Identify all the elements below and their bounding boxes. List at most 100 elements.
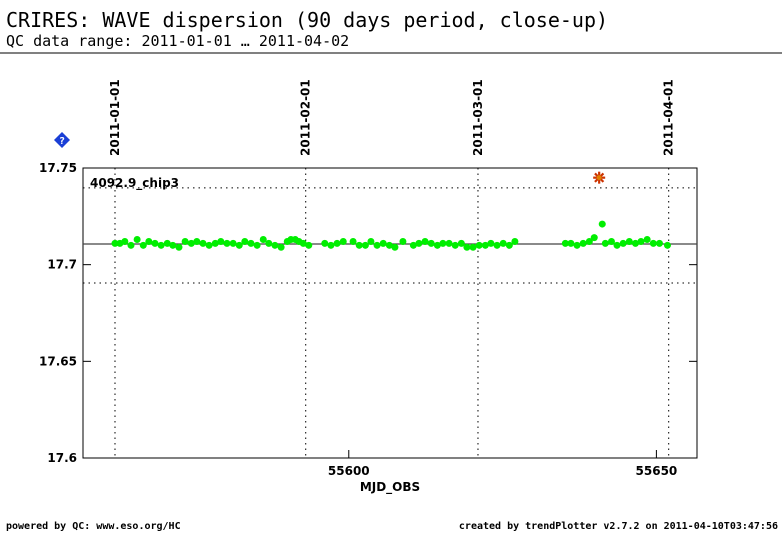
date-tick-label: 2011-02-01 — [299, 79, 313, 156]
point — [181, 237, 189, 245]
point — [259, 236, 267, 244]
y-tick-label: 17.75 — [39, 161, 77, 175]
help-mark[interactable]: ? — [59, 136, 65, 147]
date-tick-label: 2011-03-01 — [471, 79, 485, 156]
point — [253, 241, 261, 249]
point — [211, 239, 219, 247]
point — [139, 241, 147, 249]
point — [585, 237, 593, 245]
x-tick-label: 55650 — [636, 464, 678, 478]
point — [299, 239, 307, 247]
point — [111, 239, 119, 247]
outlier-point — [593, 171, 606, 184]
point — [133, 236, 141, 244]
point — [151, 239, 159, 247]
point — [505, 241, 513, 249]
point — [511, 237, 519, 245]
point — [367, 237, 375, 245]
point — [271, 241, 279, 249]
date-tick-label: 2011-04-01 — [662, 79, 676, 156]
point — [421, 237, 429, 245]
point — [567, 239, 575, 247]
x-tick-label: 55600 — [328, 464, 370, 478]
point — [223, 239, 231, 247]
point — [643, 236, 651, 244]
point — [305, 241, 313, 249]
point — [169, 241, 177, 249]
footer-right: created by trendPlotter v2.7.2 on 2011-0… — [459, 521, 778, 532]
point — [631, 239, 639, 247]
point — [277, 243, 285, 251]
point — [607, 237, 615, 245]
point — [157, 241, 165, 249]
point — [229, 239, 237, 247]
point — [451, 241, 459, 249]
point — [199, 239, 207, 247]
point — [601, 239, 609, 247]
plot-frame — [82, 167, 698, 459]
point — [327, 241, 335, 249]
point — [415, 239, 423, 247]
point — [373, 241, 381, 249]
x-axis-label: MJD_OBS — [360, 480, 420, 495]
help-diamond[interactable] — [54, 132, 70, 148]
point — [433, 241, 441, 249]
point — [355, 241, 363, 249]
point — [217, 237, 225, 245]
point — [379, 239, 387, 247]
y-tick-label: 17.6 — [47, 451, 77, 465]
point — [561, 239, 569, 247]
point — [127, 241, 135, 249]
point — [205, 241, 213, 249]
help-icon[interactable]: ? — [54, 132, 70, 148]
point — [463, 243, 471, 251]
point — [590, 234, 598, 242]
point — [241, 237, 249, 245]
point — [613, 241, 621, 249]
y-tick-label: 17.65 — [39, 354, 77, 368]
point — [445, 239, 453, 247]
point — [475, 241, 483, 249]
point — [625, 237, 633, 245]
point — [265, 239, 273, 247]
point — [163, 239, 171, 247]
date-tick-label: 2011-01-01 — [108, 79, 122, 156]
point — [655, 239, 663, 247]
point — [487, 239, 495, 247]
point — [193, 237, 201, 245]
point — [499, 239, 507, 247]
point — [235, 241, 243, 249]
point — [247, 239, 255, 247]
point — [573, 241, 581, 249]
outlier-core — [596, 175, 602, 181]
point — [427, 239, 435, 247]
y-tick-label: 17.7 — [47, 258, 77, 272]
point — [187, 239, 195, 247]
point — [598, 220, 606, 228]
point — [333, 239, 341, 247]
series-label: 4092.9_chip3 — [90, 176, 179, 191]
chart-subtitle: QC data range: 2011-01-01 … 2011-04-02 — [6, 32, 349, 50]
point — [399, 237, 407, 245]
point — [579, 239, 587, 247]
point — [321, 239, 329, 247]
point — [649, 239, 657, 247]
point — [145, 237, 153, 245]
point — [663, 241, 671, 249]
point — [385, 241, 393, 249]
point — [339, 237, 347, 245]
point — [439, 239, 447, 247]
point — [469, 243, 477, 251]
footer-left: powered by QC: www.eso.org/HC — [6, 521, 181, 532]
point — [409, 241, 417, 249]
chart-title: CRIRES: WAVE dispersion (90 days period,… — [6, 8, 608, 32]
point — [637, 237, 645, 245]
point — [121, 237, 129, 245]
point — [361, 241, 369, 249]
point — [175, 243, 183, 251]
point — [619, 239, 627, 247]
point — [493, 241, 501, 249]
point — [481, 241, 489, 249]
point — [349, 237, 357, 245]
